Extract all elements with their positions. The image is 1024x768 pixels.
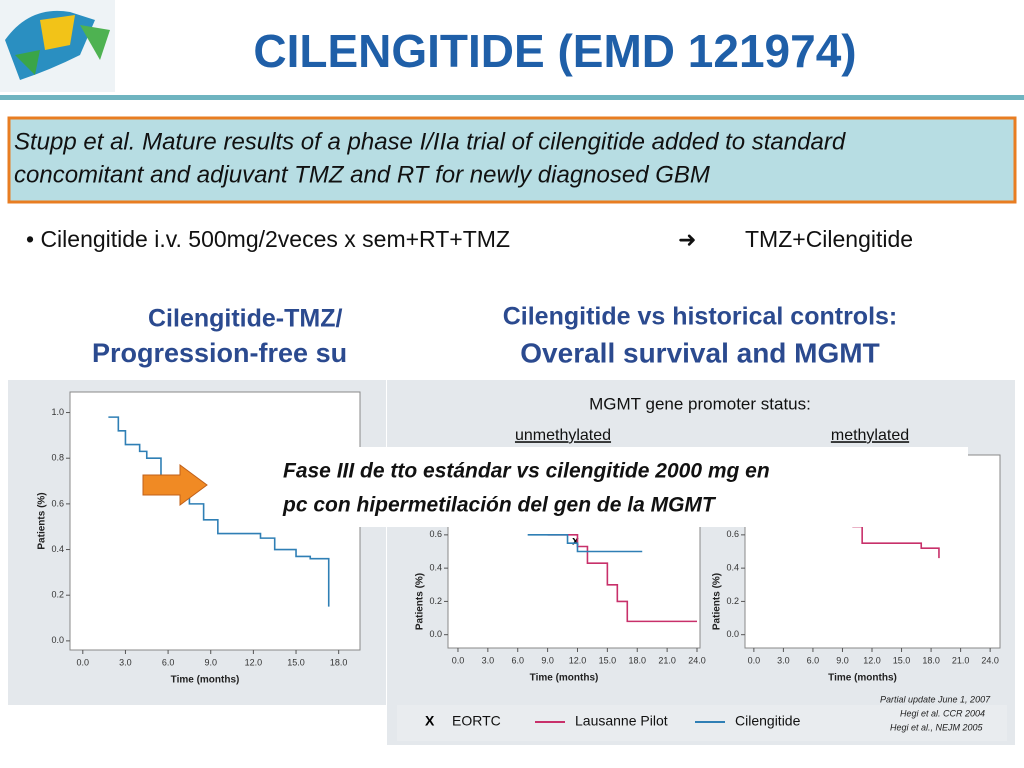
x-axis-label: Time (months) xyxy=(828,673,897,684)
slide-title: CILENGITIDE (EMD 121974) xyxy=(253,25,856,77)
y-tick-label: 0.2 xyxy=(429,596,442,606)
citation-line: Stupp et al. Mature results of a phase I… xyxy=(14,128,846,155)
y-tick-label: 0.6 xyxy=(51,498,64,508)
y-tick-label: 1.0 xyxy=(51,407,64,417)
y-axis-label: Patients (%) xyxy=(415,573,426,630)
x-tick-label: 6.0 xyxy=(162,657,175,667)
x-tick-label: 15.0 xyxy=(893,655,911,665)
x-tick-label: 6.0 xyxy=(511,655,524,665)
legend-label: EORTC xyxy=(452,713,501,729)
marker: x xyxy=(572,534,579,548)
x-tick-label: 18.0 xyxy=(330,657,348,667)
x-tick-label: 9.0 xyxy=(204,657,217,667)
bullet-arrow: ➜ xyxy=(678,227,696,252)
y-tick-label: 0.4 xyxy=(51,544,64,554)
y-axis-label: Patients (%) xyxy=(37,492,48,549)
x-tick-label: 12.0 xyxy=(245,657,263,667)
arrow-icon xyxy=(142,464,208,506)
panel-title: Progression-free su xyxy=(92,338,347,368)
note: Partial update June 1, 2007 xyxy=(880,694,991,704)
bullet-text: TMZ+Cilengitide xyxy=(745,226,913,252)
panel-title: Cilengitide vs historical controls: xyxy=(503,303,898,331)
y-tick-label: 0.6 xyxy=(429,529,442,539)
overlay-line: Fase III de tto estándar vs cilengitide … xyxy=(283,460,770,483)
x-tick-label: 12.0 xyxy=(569,655,587,665)
x-tick-label: 24.0 xyxy=(981,655,999,665)
x-tick-label: 15.0 xyxy=(287,657,305,667)
subplot-title: methylated xyxy=(831,427,909,444)
y-tick-label: 0.6 xyxy=(726,529,739,539)
x-tick-label: 18.0 xyxy=(922,655,940,665)
charts: 0.0 3.0 6.0 9.0 12.0 15.0 18.0 0.0 0.2 0.4 0.6 0.8 1… xyxy=(37,391,1001,686)
x-tick-label: 15.0 xyxy=(599,655,617,665)
x-axis-label: Time (months) xyxy=(171,675,240,686)
x-axis-label: Time (months) xyxy=(530,673,599,684)
y-tick-label: 0.8 xyxy=(51,453,64,463)
y-tick-label: 0.4 xyxy=(429,563,442,573)
x-tick-label: 21.0 xyxy=(952,655,970,665)
logo xyxy=(0,0,115,92)
citation-line: concomitant and adjuvant TMZ and RT for … xyxy=(14,161,710,188)
y-tick-label: 0.0 xyxy=(51,635,64,645)
overlay-box xyxy=(272,447,968,527)
survival-curve xyxy=(108,416,330,607)
y-axis-label: Patients (%) xyxy=(712,573,723,630)
y-tick-label: 0.2 xyxy=(51,590,64,600)
survival-curve xyxy=(852,525,940,559)
x-tick-label: 0.0 xyxy=(452,655,465,665)
y-tick-label: 0.0 xyxy=(726,629,739,639)
survival-curve xyxy=(527,534,643,553)
y-tick-label: 0.4 xyxy=(726,563,739,573)
x-tick-label: 9.0 xyxy=(836,655,849,665)
note: Hegi et al. CCR 2004 xyxy=(900,708,985,718)
panel-subtitle: MGMT gene promoter status: xyxy=(589,394,811,413)
y-tick-label: 0.0 xyxy=(429,629,442,639)
x-tick-label: 21.0 xyxy=(658,655,676,665)
x-tick-label: 6.0 xyxy=(807,655,820,665)
x-tick-label: 24.0 xyxy=(688,655,706,665)
x-tick-label: 12.0 xyxy=(863,655,881,665)
y-tick-label: 0.2 xyxy=(726,596,739,606)
x-tick-label: 3.0 xyxy=(119,657,132,667)
panel-title: Overall survival and MGMT xyxy=(520,337,879,368)
legend-symbol: X xyxy=(425,713,435,729)
legend-label: Cilengitide xyxy=(735,713,801,729)
x-tick-label: 18.0 xyxy=(628,655,646,665)
panel-title: Cilengitide-TMZ/ xyxy=(148,305,342,333)
legend-label: Lausanne Pilot xyxy=(575,713,668,729)
x-tick-label: 9.0 xyxy=(541,655,554,665)
x-tick-label: 3.0 xyxy=(482,655,495,665)
x-tick-label: 3.0 xyxy=(777,655,790,665)
note: Hegi et al., NEJM 2005 xyxy=(890,722,984,732)
x-tick-label: 0.0 xyxy=(748,655,761,665)
citation-box xyxy=(7,116,1017,204)
bullet-text: • Cilengitide i.v. 500mg/2veces x sem+RT… xyxy=(26,226,510,252)
x-tick-label: 0.0 xyxy=(77,657,90,667)
title-rule xyxy=(0,95,1024,100)
subplot-title: unmethylated xyxy=(515,427,611,444)
overlay-line: pc con hipermetilación del gen de la MGM… xyxy=(282,494,717,517)
